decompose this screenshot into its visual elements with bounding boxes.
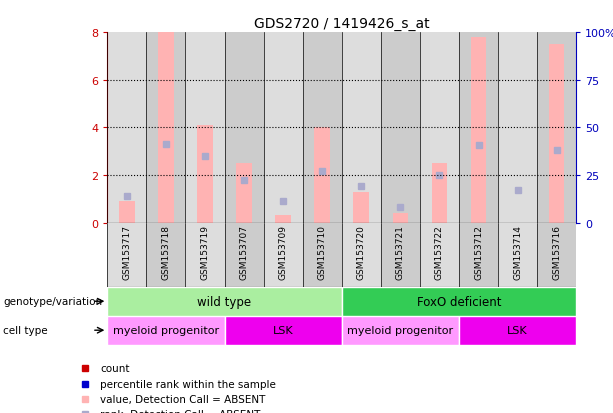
Bar <box>549 45 565 223</box>
Bar <box>107 33 147 223</box>
Text: GSM153719: GSM153719 <box>200 224 210 279</box>
Bar <box>392 214 408 223</box>
Bar <box>303 223 341 287</box>
Text: cell type: cell type <box>3 325 48 335</box>
Bar <box>107 223 147 287</box>
Bar <box>459 316 576 345</box>
Text: GSM153721: GSM153721 <box>396 224 405 279</box>
Bar <box>459 33 498 223</box>
Bar <box>147 223 185 287</box>
Bar <box>224 223 264 287</box>
Bar <box>537 223 576 287</box>
Bar <box>432 164 447 223</box>
Text: GSM153710: GSM153710 <box>318 224 327 279</box>
Text: count: count <box>100 363 130 373</box>
Bar <box>185 33 224 223</box>
Bar <box>537 33 576 223</box>
Bar <box>420 33 459 223</box>
Bar <box>197 126 213 223</box>
Bar <box>264 33 303 223</box>
Bar <box>471 38 486 223</box>
Text: GSM153712: GSM153712 <box>474 224 483 279</box>
Bar <box>107 287 341 316</box>
Text: FoxO deficient: FoxO deficient <box>417 295 501 308</box>
Bar <box>341 316 459 345</box>
Title: GDS2720 / 1419426_s_at: GDS2720 / 1419426_s_at <box>254 17 430 31</box>
Bar <box>381 33 420 223</box>
Bar <box>275 216 291 223</box>
Bar <box>459 223 498 287</box>
Bar <box>107 316 224 345</box>
Text: rank, Detection Call = ABSENT: rank, Detection Call = ABSENT <box>100 409 261 413</box>
Bar <box>147 33 185 223</box>
Text: GSM153714: GSM153714 <box>513 224 522 279</box>
Bar <box>314 128 330 223</box>
Text: GSM153707: GSM153707 <box>240 224 248 279</box>
Bar <box>498 223 537 287</box>
Bar <box>354 192 369 223</box>
Text: GSM153717: GSM153717 <box>123 224 131 279</box>
Text: GSM153722: GSM153722 <box>435 224 444 279</box>
Text: myeloid progenitor: myeloid progenitor <box>348 325 454 335</box>
Text: LSK: LSK <box>508 325 528 335</box>
Bar <box>185 223 224 287</box>
Bar <box>381 223 420 287</box>
Text: LSK: LSK <box>273 325 294 335</box>
Text: GSM153720: GSM153720 <box>357 224 366 279</box>
Text: GSM153709: GSM153709 <box>279 224 287 279</box>
Text: myeloid progenitor: myeloid progenitor <box>113 325 219 335</box>
Text: percentile rank within the sample: percentile rank within the sample <box>100 379 276 389</box>
Bar <box>420 223 459 287</box>
Bar <box>341 223 381 287</box>
Bar <box>341 33 381 223</box>
Text: GSM153716: GSM153716 <box>552 224 561 279</box>
Text: genotype/variation: genotype/variation <box>3 297 102 306</box>
Bar <box>224 33 264 223</box>
Bar <box>341 287 576 316</box>
Bar <box>119 202 135 223</box>
Bar <box>224 316 341 345</box>
Text: wild type: wild type <box>197 295 251 308</box>
Bar <box>264 223 303 287</box>
Bar <box>303 33 341 223</box>
Text: GSM153718: GSM153718 <box>161 224 170 279</box>
Bar <box>498 33 537 223</box>
Bar <box>236 164 252 223</box>
Bar <box>158 33 173 223</box>
Text: value, Detection Call = ABSENT: value, Detection Call = ABSENT <box>100 394 265 404</box>
